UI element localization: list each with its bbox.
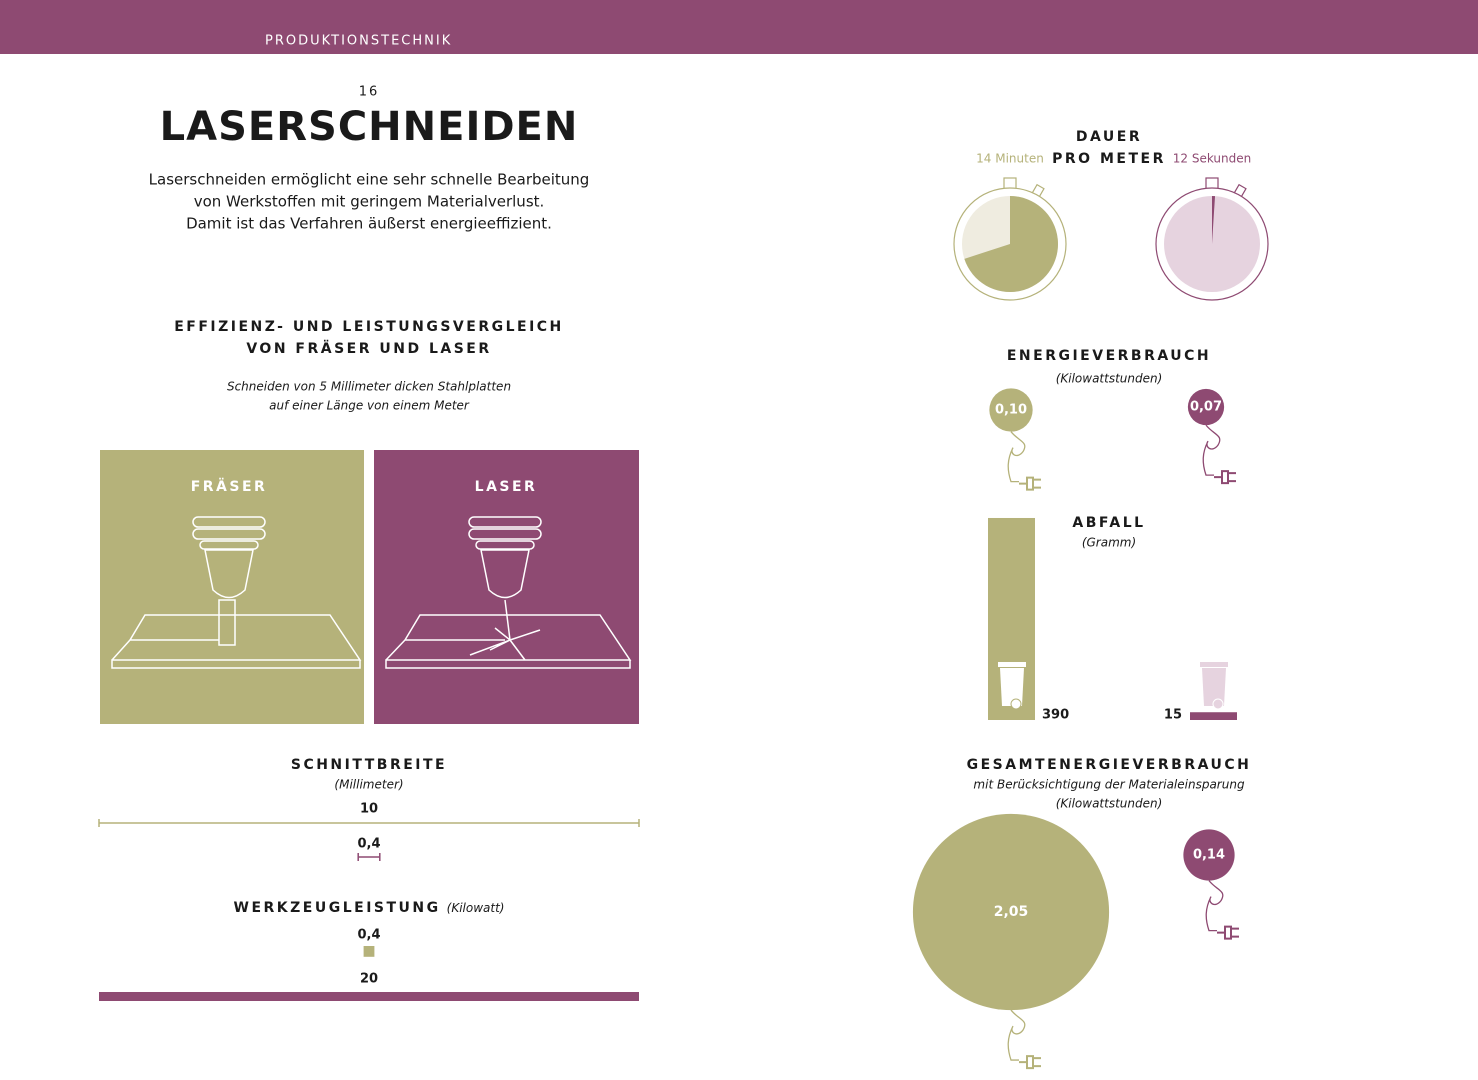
cable: [1202, 424, 1221, 476]
plug: [1217, 925, 1239, 940]
bin-lid: [1200, 662, 1228, 667]
subtitle: auf einer Länge von einem Meter: [269, 399, 470, 413]
metric-title: GESAMTENERGIEVERBRAUCH: [967, 757, 1252, 773]
bin-wheel: [1212, 698, 1224, 710]
duration-label: 12 Sekunden: [1173, 152, 1251, 166]
metric-unit: (Kilowattstunden): [1056, 797, 1163, 811]
waste-bar: [1190, 712, 1237, 720]
value-label: 390: [1042, 708, 1069, 723]
metric-title: ENERGIEVERBRAUCH: [1007, 348, 1211, 364]
value-label: 15: [1164, 708, 1182, 723]
bin: [1000, 668, 1024, 706]
metric-unit: (Gramm): [1082, 536, 1136, 550]
subtitle: Schneiden von 5 Millimeter dicken Stahlp…: [227, 380, 511, 394]
duration-wedge: [964, 196, 1058, 293]
panel-label: FRÄSER: [191, 478, 268, 495]
panel: [100, 450, 364, 724]
header-bar: [0, 0, 1478, 54]
metric-title: PRO METER: [1052, 151, 1166, 167]
value-label: 2,05: [994, 904, 1029, 920]
power-bar: [99, 992, 639, 1001]
plug: [1019, 476, 1041, 491]
metric-title: WERKZEUGLEISTUNG: [234, 900, 441, 916]
value-label: 20: [360, 972, 378, 987]
intro: Laserschneiden ermöglicht eine sehr schn…: [149, 171, 590, 189]
plug: [1214, 470, 1236, 485]
metric-title: WERKZEUGLEISTUNG (Kilowatt): [234, 900, 505, 916]
panel-label: LASER: [475, 479, 538, 495]
panel: [374, 450, 639, 724]
metric-unit: (Millimeter): [334, 778, 403, 792]
intro: von Werkstoffen mit geringem Materialver…: [194, 193, 545, 211]
metric-unit: (Kilowattstunden): [1056, 372, 1163, 386]
metric-unit: (Kilowatt): [447, 901, 505, 915]
value-label: 0,4: [357, 928, 380, 943]
value-label: 0,14: [1193, 848, 1225, 863]
milling-illustration: [111, 516, 362, 669]
laser-illustration: [385, 516, 632, 669]
metric-title: DAUER: [1076, 129, 1142, 145]
cable: [1007, 1009, 1026, 1061]
value-label: 0,4: [357, 837, 380, 852]
width-bar: [98, 819, 640, 827]
metric-title: ABFALL: [1072, 515, 1145, 531]
bin-lid: [998, 662, 1026, 667]
section-title: VON FRÄSER UND LASER: [246, 340, 491, 357]
value-label: 10: [360, 802, 378, 817]
section-label: PRODUKTIONSTECHNIK: [265, 34, 452, 49]
page-title: LASERSCHNEIDEN: [160, 104, 579, 150]
page-number: 16: [359, 85, 380, 100]
energy-bubble: [912, 813, 1110, 1011]
duration-wedge: [1212, 196, 1216, 244]
section-title: EFFIZIENZ- UND LEISTUNGSVERGLEICH: [174, 319, 564, 335]
width-bar: [357, 853, 381, 861]
intro: Damit ist das Verfahren äußerst energiee…: [186, 215, 552, 233]
power-bar: [363, 946, 375, 957]
value-label: 0,10: [995, 403, 1027, 418]
energy-bubble: [1183, 829, 1235, 881]
bin: [1202, 668, 1226, 706]
energy-bubble: [989, 388, 1033, 432]
bin-wheel: [1010, 698, 1022, 710]
cable: [1007, 431, 1026, 483]
cable: [1205, 880, 1224, 932]
duration-label: 14 Minuten: [976, 152, 1044, 166]
plug: [1019, 1055, 1041, 1070]
metric-subtitle: mit Berücksichtigung der Materialeinspar…: [973, 778, 1245, 792]
energy-bubble: [1187, 388, 1225, 426]
metric-title: SCHNITTBREITE: [291, 757, 447, 773]
value-label: 0,07: [1190, 400, 1222, 415]
